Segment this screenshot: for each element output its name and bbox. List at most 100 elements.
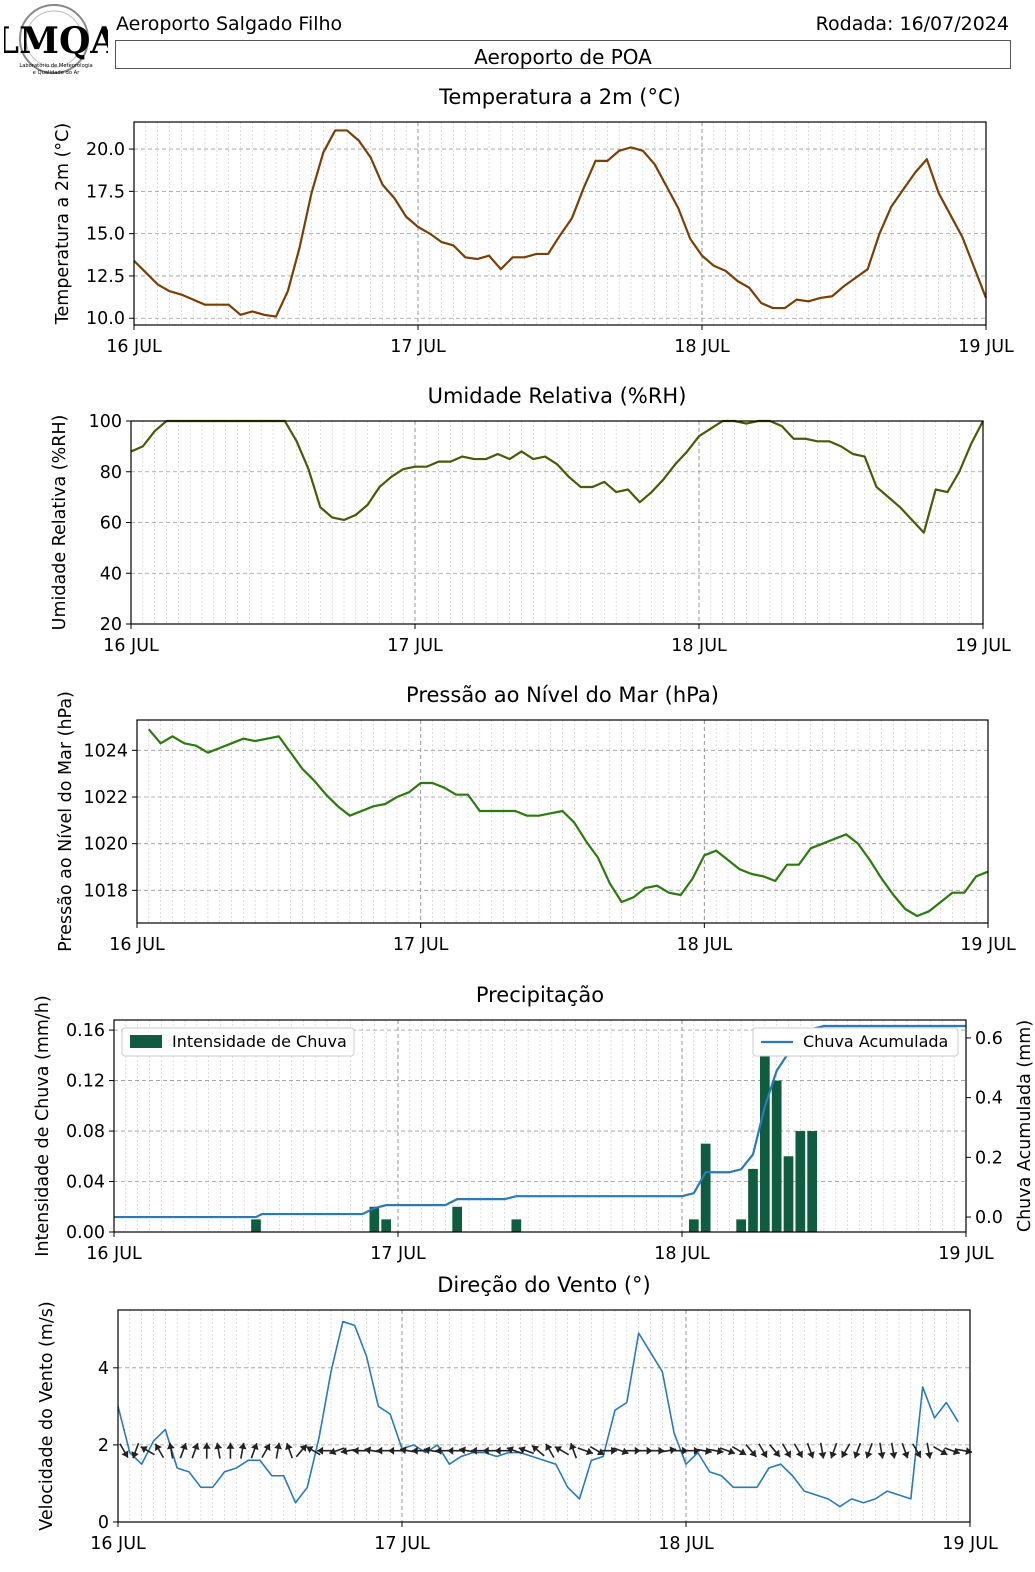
humidity-ylabel: Umidade Relativa (%RH) <box>50 415 70 631</box>
pressure-xtick-label: 19 JUL <box>960 935 1016 955</box>
precipitation-xtick-label: 18 JUL <box>654 1244 710 1264</box>
wind-arrow <box>768 1444 781 1458</box>
wind-arrow-head <box>263 1443 271 1451</box>
wind-arrow-head <box>772 1449 780 1457</box>
humidity-title: Umidade Relativa (%RH) <box>428 384 687 408</box>
pressure-ytick-label: 1024 <box>83 741 128 761</box>
precipitation-ytick-label: 0.08 <box>66 1122 105 1142</box>
wind-arrow <box>506 1446 523 1455</box>
humidity-frame <box>130 420 984 625</box>
run-date: Rodada: 16/07/2024 <box>815 13 1009 35</box>
rain-intensity-bar <box>369 1206 380 1232</box>
legend-cumulative-rain <box>752 1027 959 1057</box>
lmqa-logo: LMQA Laboratório de Meteorologia e Quali… <box>4 4 108 76</box>
svg-text:Laboratório de Meteorologia: Laboratório de Meteorologia <box>19 62 92 69</box>
wind-arrow-head <box>376 1446 383 1455</box>
temperature-panel <box>129 121 988 330</box>
wind-arrow-head <box>952 1447 960 1456</box>
temperature-xtick-label: 19 JUL <box>958 337 1014 357</box>
wind-title: Direção do Vento (°) <box>437 1273 651 1297</box>
wind-arrow-head <box>140 1446 148 1454</box>
location-title: Aeroporto de POA <box>115 40 1011 69</box>
wind-arrow <box>864 1442 873 1459</box>
wind-arrow-head <box>841 1450 849 1458</box>
wind-arrow-head <box>306 1446 314 1454</box>
temperature-ytick-label: 12.5 <box>86 267 125 287</box>
wind-arrow-head <box>238 1442 247 1450</box>
wind-arrow-head <box>317 1446 324 1455</box>
wind-arrow-head <box>795 1450 803 1458</box>
wind-arrow <box>285 1442 294 1459</box>
temperature-xtick-label: 17 JUL <box>390 337 446 357</box>
wind-xtick-label: 19 JUL <box>942 1534 998 1554</box>
wind-arrow-head <box>554 1446 563 1454</box>
wind-ytick-label: 0 <box>98 1513 109 1533</box>
wind-arrow <box>577 1447 594 1456</box>
wind-arrow <box>295 1444 308 1458</box>
wind-ylabel: Velocidade do Vento (m/s) <box>37 1301 57 1530</box>
wind-arrow-head <box>901 1451 910 1459</box>
rain-intensity-bar <box>452 1206 463 1232</box>
rain-intensity-bar <box>795 1131 806 1232</box>
wind-arrow-head <box>965 1447 972 1455</box>
temperature-title: Temperatura a 2m (°C) <box>438 85 681 109</box>
temperature-ytick-label: 17.5 <box>86 182 125 202</box>
wind-arrow <box>901 1442 910 1459</box>
wind-arrow-head <box>940 1448 948 1456</box>
wind-arrow-head <box>749 1449 757 1457</box>
wind-arrow <box>758 1443 768 1459</box>
wind-arrow-head <box>864 1451 873 1459</box>
wind-arrow <box>707 1447 724 1455</box>
wind-arrow-head <box>818 1451 827 1459</box>
wind-arrow <box>924 1442 933 1459</box>
wind-arrow-head <box>877 1451 886 1459</box>
wind-arrow <box>131 1442 140 1459</box>
wind-arrow <box>648 1446 665 1455</box>
humidity-ytick-label: 60 <box>100 514 122 534</box>
precipitation-y2label: Chuva Acumulada (mm) <box>1015 1020 1035 1232</box>
svg-text:LMQA: LMQA <box>4 20 108 62</box>
wind-arrow-head <box>760 1450 768 1458</box>
rain-intensity-bar <box>511 1219 522 1232</box>
rain-intensity-bar <box>251 1219 261 1232</box>
wind-arrow <box>719 1447 736 1456</box>
wind-arrow <box>589 1445 605 1456</box>
precipitation-ytick-label: 0.00 <box>66 1223 105 1243</box>
precipitation-ytick-label: 0.04 <box>66 1173 105 1193</box>
wind-xtick-label: 16 JUL <box>90 1534 146 1554</box>
precipitation-panel <box>109 1019 971 1237</box>
rain-intensity-bar <box>381 1219 392 1232</box>
temperature-ytick-label: 10.0 <box>86 309 125 329</box>
wind-arrow-head <box>411 1446 418 1455</box>
precipitation-xtick-label: 16 JUL <box>86 1244 142 1264</box>
precipitation-xtick-label: 19 JUL <box>938 1244 994 1264</box>
wind-arrow-head <box>121 1450 129 1458</box>
temperature-ytick-label: 20.0 <box>86 140 125 160</box>
wind-arrow <box>250 1442 259 1459</box>
wind-arrow-head <box>531 1445 540 1453</box>
wind-xtick-label: 17 JUL <box>374 1534 430 1554</box>
rain-intensity-bar <box>771 1080 782 1232</box>
wind-arrow-head <box>727 1447 735 1456</box>
wind-arrow <box>518 1446 535 1455</box>
wind-arrow-head <box>518 1446 526 1454</box>
wind-arrow <box>569 1442 578 1459</box>
wind-arrow-head <box>569 1443 577 1451</box>
temperature-ytick-label: 15.0 <box>86 225 125 245</box>
wind-ytick-label: 2 <box>98 1436 109 1456</box>
wind-arrow-head <box>191 1443 200 1451</box>
humidity-ytick-label: 80 <box>100 463 122 483</box>
wind-arrow <box>140 1445 155 1456</box>
wind-arrow <box>119 1443 129 1459</box>
wind-xtick-label: 18 JUL <box>658 1534 714 1554</box>
wind-arrow-head <box>214 1442 223 1450</box>
wind-arrow <box>179 1442 188 1459</box>
wind-arrow-head <box>889 1451 898 1459</box>
wind-arrow-head <box>251 1443 259 1451</box>
wind-arrow <box>531 1444 545 1457</box>
wind-arrow-head <box>914 1450 922 1458</box>
rain-intensity-bar <box>688 1219 699 1232</box>
wind-arrow-head <box>658 1446 665 1455</box>
wind-arrow <box>818 1442 827 1459</box>
wind-arrow-head <box>154 1443 162 1451</box>
